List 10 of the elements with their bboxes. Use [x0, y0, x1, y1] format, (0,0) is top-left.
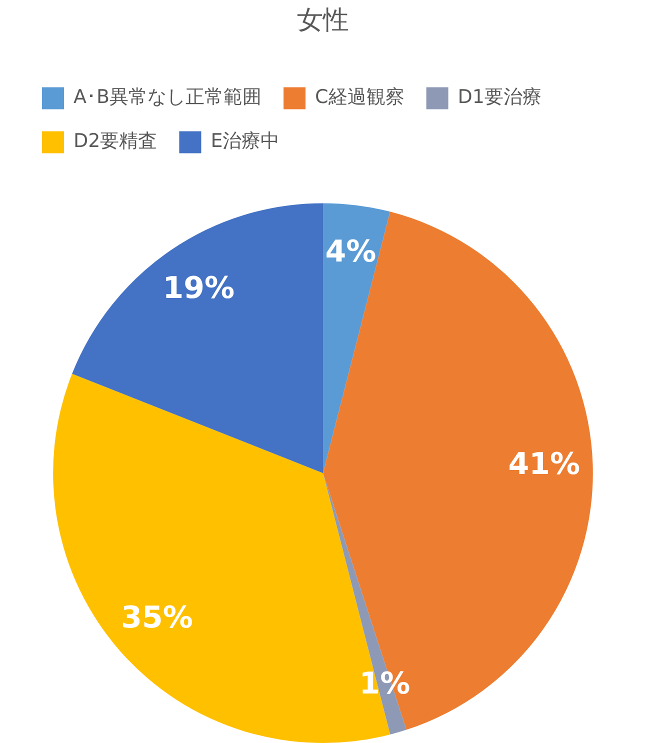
legend-label: D1要治療	[458, 86, 542, 108]
legend-label: D2要精査	[74, 130, 158, 152]
data-label: 35%	[121, 600, 193, 636]
data-label: 41%	[508, 446, 580, 482]
legend-label: E治療中	[210, 130, 280, 152]
legend-label: C経過観察	[315, 86, 404, 108]
chart-title: 女性	[297, 5, 349, 36]
data-label: 19%	[162, 270, 235, 306]
data-label: 4%	[325, 234, 376, 270]
legend-label: A･B異常なし正常範囲	[74, 86, 262, 108]
